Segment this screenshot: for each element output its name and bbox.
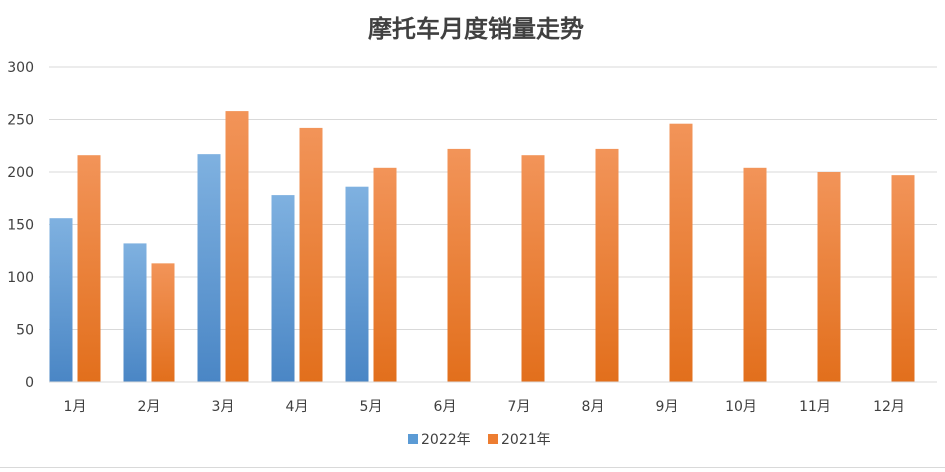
y-tick-label: 50 [16, 323, 34, 339]
bars [49, 111, 915, 383]
bar-series-2022 [123, 243, 147, 382]
bar-series-2022 [197, 154, 221, 382]
bar-series-2021 [373, 167, 397, 382]
legend-item-2022-swatch [408, 434, 418, 444]
chart-title: 摩托车月度销量走势 [368, 15, 584, 43]
x-tick-label: 7月 [508, 399, 531, 415]
legend: 2022年 2021年 [408, 432, 551, 448]
x-tick-label: 2月 [138, 399, 161, 415]
bar-series-2021 [595, 148, 619, 382]
y-tick-label: 0 [25, 375, 34, 391]
y-axis: 0 50 100 150 200 250 300 [7, 60, 34, 391]
x-axis: 1月 2月 3月 4月 5月 6月 7月 8月 9月 10月 11月 12月 [49, 381, 937, 415]
legend-item-2021-label: 2021年 [501, 432, 551, 448]
y-tick-label: 150 [7, 218, 34, 234]
x-tick-label: 1月 [64, 399, 87, 415]
bar-series-2021 [151, 263, 175, 382]
y-tick-label: 250 [7, 113, 34, 129]
bar-series-2021 [299, 127, 323, 383]
y-tick-label: 100 [7, 270, 34, 286]
bar-series-2021 [447, 148, 471, 382]
x-tick-label: 6月 [434, 399, 457, 415]
bar-series-2022 [271, 195, 295, 382]
x-tick-label: 8月 [582, 399, 605, 415]
x-tick-label: 12月 [873, 399, 905, 415]
bar-series-2021 [743, 167, 767, 382]
x-tick-label: 4月 [286, 399, 309, 415]
legend-item-2022-label: 2022年 [421, 432, 471, 448]
x-tick-label: 9月 [656, 399, 679, 415]
x-tick-label: 11月 [799, 399, 831, 415]
bar-series-2021 [77, 155, 101, 382]
bar-series-2021 [817, 172, 841, 382]
bar-series-2021 [521, 155, 545, 382]
bar-series-2021 [669, 123, 693, 382]
y-tick-label: 200 [7, 165, 34, 181]
bar-series-2021 [891, 175, 915, 382]
y-tick-label: 300 [7, 60, 34, 76]
x-tick-label: 10月 [725, 399, 757, 415]
legend-item-2021-swatch [488, 434, 498, 444]
bar-series-2021 [225, 111, 249, 382]
x-tick-label: 3月 [212, 399, 235, 415]
bar-series-2022 [49, 218, 73, 382]
x-tick-label: 5月 [360, 399, 383, 415]
bar-series-2022 [345, 186, 369, 382]
gridlines [49, 66, 937, 383]
